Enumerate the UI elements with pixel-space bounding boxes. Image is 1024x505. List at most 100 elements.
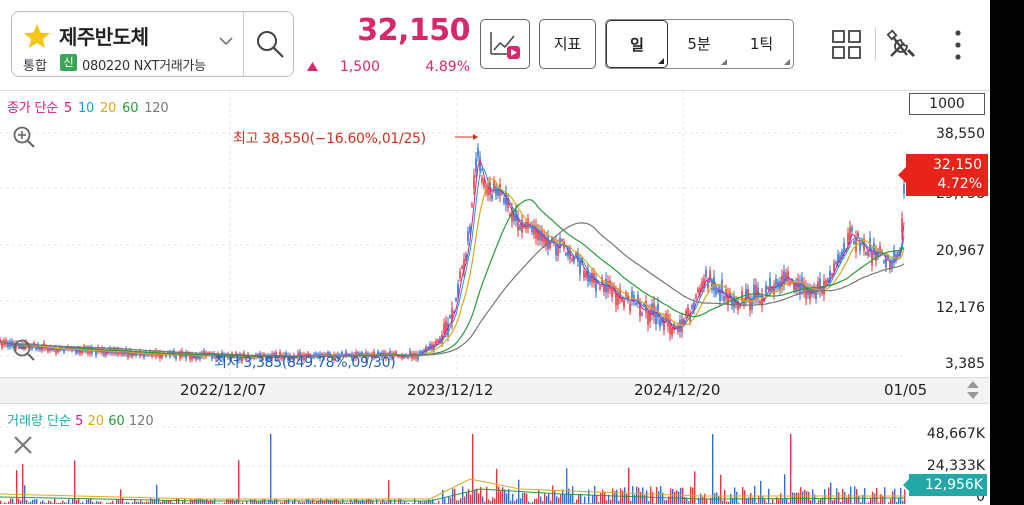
candle-body bbox=[773, 285, 775, 295]
candle-body bbox=[39, 347, 41, 351]
volume-bar bbox=[286, 499, 288, 504]
candle-body bbox=[699, 287, 701, 295]
candle-body bbox=[161, 354, 163, 358]
chevron-down-icon[interactable] bbox=[219, 36, 233, 46]
candle-body bbox=[603, 284, 605, 292]
candle-body bbox=[545, 237, 547, 247]
candle-body bbox=[497, 188, 499, 196]
candle-body bbox=[715, 287, 717, 295]
candle-body bbox=[617, 293, 619, 305]
volume-bar bbox=[510, 500, 512, 504]
volume-bar bbox=[650, 486, 652, 504]
volume-bar bbox=[538, 489, 540, 504]
current-price-tag: 32,150 4.72% bbox=[898, 154, 988, 196]
candle-body bbox=[297, 352, 299, 359]
volume-bar bbox=[676, 490, 678, 504]
search-icon[interactable] bbox=[255, 29, 285, 59]
volume-bar bbox=[706, 498, 708, 504]
volume-bar bbox=[728, 501, 730, 504]
candle-body bbox=[423, 349, 425, 352]
candle-body bbox=[539, 230, 541, 241]
candle-body bbox=[453, 311, 455, 314]
volume-bar bbox=[202, 499, 204, 504]
volume-bar bbox=[8, 501, 10, 504]
period-1tick[interactable]: 1틱 bbox=[730, 20, 793, 68]
candle-body bbox=[513, 213, 515, 222]
candle-body bbox=[543, 233, 545, 244]
candle-body bbox=[709, 270, 711, 279]
candle-body bbox=[55, 347, 57, 353]
volume-bar bbox=[446, 503, 448, 504]
volume-bar bbox=[606, 500, 608, 504]
volume-bar bbox=[260, 500, 262, 504]
volume-bar bbox=[492, 497, 494, 504]
zoom-out-icon[interactable] bbox=[12, 338, 36, 362]
volume-bar bbox=[146, 501, 148, 504]
chart-type-button[interactable] bbox=[480, 19, 530, 69]
candle-body bbox=[461, 265, 463, 269]
volume-bar bbox=[462, 486, 464, 504]
volume-bar bbox=[720, 474, 722, 504]
volume-bar bbox=[58, 502, 60, 504]
date-axis[interactable] bbox=[0, 377, 990, 404]
volume-bar bbox=[94, 503, 96, 504]
volume-bar bbox=[786, 498, 788, 504]
volume-bar bbox=[0, 500, 2, 504]
volume-bar bbox=[330, 499, 332, 504]
zoom-in-icon[interactable] bbox=[12, 125, 36, 149]
bar-count-input[interactable]: 1000 bbox=[909, 93, 985, 115]
star-icon[interactable] bbox=[23, 23, 51, 49]
candle-body bbox=[229, 355, 231, 361]
volume-bar bbox=[126, 501, 128, 504]
volume-bar bbox=[314, 502, 316, 504]
candle-body bbox=[901, 218, 903, 233]
price-chart[interactable] bbox=[0, 91, 990, 377]
volume-bar bbox=[500, 490, 502, 504]
volume-bar bbox=[128, 502, 130, 504]
volume-bar bbox=[82, 501, 84, 504]
candle-body bbox=[499, 184, 501, 197]
candle-body bbox=[885, 257, 887, 268]
period-5min[interactable]: 5분 bbox=[668, 20, 730, 68]
volume-bar bbox=[748, 497, 750, 504]
volume-bar bbox=[902, 500, 904, 504]
tools-icon[interactable] bbox=[887, 29, 918, 60]
close-icon[interactable] bbox=[12, 434, 34, 456]
volume-bar bbox=[888, 502, 890, 504]
candle-body bbox=[821, 289, 823, 294]
volume-bar bbox=[772, 499, 774, 504]
period-day[interactable]: 일 bbox=[606, 20, 668, 68]
candle-chart-icon bbox=[490, 32, 520, 59]
more-vertical-icon[interactable] bbox=[948, 28, 968, 62]
volume-bar bbox=[16, 470, 18, 504]
candle-body bbox=[671, 327, 673, 336]
candle-body bbox=[307, 352, 309, 357]
indicator-button[interactable]: 지표 bbox=[539, 19, 596, 69]
volume-bar bbox=[554, 490, 556, 504]
volume-bar bbox=[628, 467, 630, 504]
stock-selector[interactable]: 제주반도체 통합 신 080220 NXT거래가능 bbox=[11, 11, 294, 77]
volume-bar bbox=[256, 501, 258, 504]
candle-body bbox=[647, 311, 649, 325]
candle-body bbox=[429, 343, 431, 349]
volume-bar bbox=[472, 434, 474, 504]
axis-scroll-icon[interactable] bbox=[965, 379, 981, 401]
candle-body bbox=[397, 355, 399, 358]
toolbar-divider bbox=[875, 27, 876, 61]
volume-bar bbox=[882, 496, 884, 504]
volume-bar bbox=[758, 495, 760, 504]
candle-body bbox=[481, 177, 483, 183]
volume-bar bbox=[552, 485, 554, 504]
candle-body bbox=[353, 354, 355, 360]
candle-body bbox=[769, 278, 771, 291]
candle-body bbox=[737, 301, 739, 311]
volume-bar bbox=[572, 486, 574, 504]
volume-bar bbox=[426, 501, 428, 504]
volume-bar bbox=[270, 434, 272, 504]
volume-chart[interactable] bbox=[0, 404, 990, 505]
candle-body bbox=[903, 184, 905, 194]
grid-layout-icon[interactable] bbox=[832, 30, 861, 59]
candle-body bbox=[871, 252, 873, 266]
volume-bar bbox=[210, 499, 212, 504]
volume-bar bbox=[92, 501, 94, 504]
